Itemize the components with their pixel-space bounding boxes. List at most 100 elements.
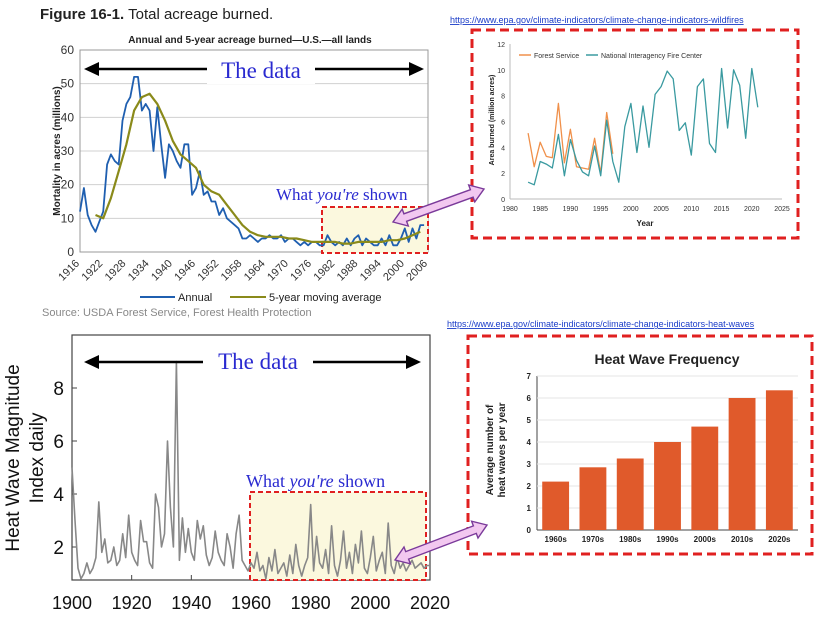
y-tick-label: 8 — [53, 379, 64, 400]
y-tick-label: 12 — [497, 42, 505, 49]
y-tick-label: 1 — [527, 504, 532, 513]
wildfires-link[interactable]: https://www.epa.gov/climate-indicators/c… — [450, 15, 744, 25]
x-axis-label: Year — [637, 219, 654, 228]
bar-2020s — [765, 390, 793, 530]
x-tick-label: 1985 — [532, 206, 548, 213]
y-tick-label: 10 — [497, 68, 505, 75]
x-tick-label: 1960 — [231, 593, 271, 613]
legend-label-annual: Annual — [178, 292, 212, 304]
bar-2010s — [728, 398, 756, 530]
legend-label-forest-service: Forest Service — [534, 53, 579, 60]
connector-arrow-bottom — [393, 520, 489, 565]
x-tick-label: 1994 — [358, 258, 384, 284]
x-tick-label: 1958 — [219, 258, 245, 284]
chart-title: Annual and 5-year acreage burned—U.S.—al… — [128, 35, 372, 46]
y-tick-label: 0 — [501, 197, 505, 204]
bar-1960s — [542, 481, 570, 530]
x-tick-label: 2000s — [694, 535, 717, 544]
connector-arrow-top — [391, 183, 486, 228]
y-tick-label: 0 — [527, 526, 532, 535]
y-tick-label: 8 — [501, 94, 505, 101]
x-tick-label: 1988 — [335, 258, 361, 284]
x-tick-label: 1952 — [196, 258, 222, 284]
highlight-region — [249, 491, 427, 581]
x-tick-label: 1922 — [80, 258, 106, 284]
x-tick-label: 1980s — [619, 535, 642, 544]
y-tick-label: 5 — [527, 416, 532, 425]
y-tick-label: 4 — [527, 438, 532, 447]
x-tick-label: 2020s — [768, 535, 791, 544]
plot-frame — [79, 49, 429, 253]
y-tick-label: 2 — [501, 171, 505, 178]
x-tick-label: 1946 — [172, 258, 198, 284]
y-tick-label: 4 — [501, 145, 505, 152]
callout-shown-bottom: What you're shown — [246, 471, 385, 491]
x-tick-label: 1990s — [656, 535, 679, 544]
y-axis-label: Average number ofheat waves per year — [485, 402, 508, 497]
x-tick-label: 2025 — [774, 206, 790, 213]
x-tick-label: 1920 — [112, 593, 152, 613]
heatwaves-link[interactable]: https://www.epa.gov/climate-indicators/c… — [447, 319, 755, 329]
x-tick-label: 2005 — [653, 206, 669, 213]
x-tick-label: 1940 — [171, 593, 211, 613]
y-tick-label: 6 — [501, 120, 505, 127]
data-span-arrow-top-head-right — [409, 62, 424, 76]
x-tick-label: 2010 — [684, 206, 700, 213]
x-tick-label: 1960s — [545, 535, 568, 544]
callout-the-data-top: The data — [221, 58, 301, 83]
bar-1970s — [579, 467, 607, 530]
series-5yr-average-line — [95, 92, 421, 245]
y-tick-label: 50 — [61, 77, 75, 91]
x-tick-label: 2020 — [410, 593, 450, 613]
x-tick-label: 2015 — [714, 206, 730, 213]
callout-bg — [207, 56, 315, 84]
chart-heat-wave-index: 2 4 6 8 1900 1920 1940 1960 1980 2000 2020 Heat Wav… — [3, 334, 450, 613]
y-tick-label: 3 — [527, 460, 532, 469]
figure-title-rest: Total acreage burned. — [124, 6, 273, 23]
x-tick-label: 1995 — [593, 206, 609, 213]
x-tick-label: 2000 — [381, 258, 407, 284]
x-tick-label: 1980 — [502, 206, 518, 213]
x-tick-label: 2010s — [731, 535, 754, 544]
x-tick-label: 1990 — [563, 206, 579, 213]
y-tick-label: 10 — [61, 211, 75, 225]
x-tick-label: 1970s — [582, 535, 605, 544]
x-tick-label: 2000 — [350, 593, 390, 613]
x-tick-label: 1940 — [149, 258, 175, 284]
x-tick-label: 2020 — [744, 206, 760, 213]
x-tick-label: 1970 — [265, 258, 291, 284]
annotation-overlay: The data What you're shown The data What yo… — [84, 56, 489, 565]
series-forest-service-line — [527, 102, 614, 174]
series-annual-line — [79, 76, 425, 247]
figure-title: Figure 16-1. Total acreage burned. — [40, 6, 273, 23]
y-tick-label: 2 — [527, 482, 532, 491]
legend-label-nifc: National Interagency Fire Center — [601, 53, 703, 60]
callout-bg — [203, 348, 313, 376]
legend-label-average: 5-year moving average — [269, 292, 382, 304]
data-span-arrow-bottom-head-right — [406, 355, 421, 369]
chart-area-burned: 0 2 4 6 8 10 12 1980 1985 1990 1995 2000 2005 2010 201… — [470, 28, 800, 240]
data-span-arrow-top-head-left — [84, 62, 99, 76]
y-tick-label: 20 — [61, 178, 75, 192]
x-tick-label: 1928 — [103, 258, 129, 284]
bar-2000s — [691, 426, 719, 530]
y-tick-label: 4 — [53, 485, 64, 506]
x-tick-label: 1934 — [126, 258, 152, 284]
bar-1990s — [654, 442, 681, 530]
y-tick-label: 0 — [67, 245, 74, 259]
x-tick-label: 1982 — [312, 258, 338, 284]
y-tick-label: 7 — [527, 372, 532, 381]
source-note: Source: USDA Forest Service, Forest Heal… — [42, 307, 312, 319]
x-tick-label: 1980 — [291, 593, 331, 613]
figure-title-bold: Figure 16-1. — [40, 6, 124, 23]
y-tick-label: 30 — [61, 144, 75, 158]
chart-title: Heat Wave Frequency — [595, 351, 740, 367]
y-tick-label: 6 — [53, 432, 64, 453]
y-tick-label: 6 — [527, 394, 532, 403]
x-tick-label: 1964 — [242, 258, 268, 284]
y-tick-label: 2 — [53, 538, 64, 559]
series-nifc-line — [527, 67, 759, 186]
series-heat-wave-index-line — [71, 360, 430, 580]
callout-shown-top: What you're shown — [276, 185, 408, 204]
